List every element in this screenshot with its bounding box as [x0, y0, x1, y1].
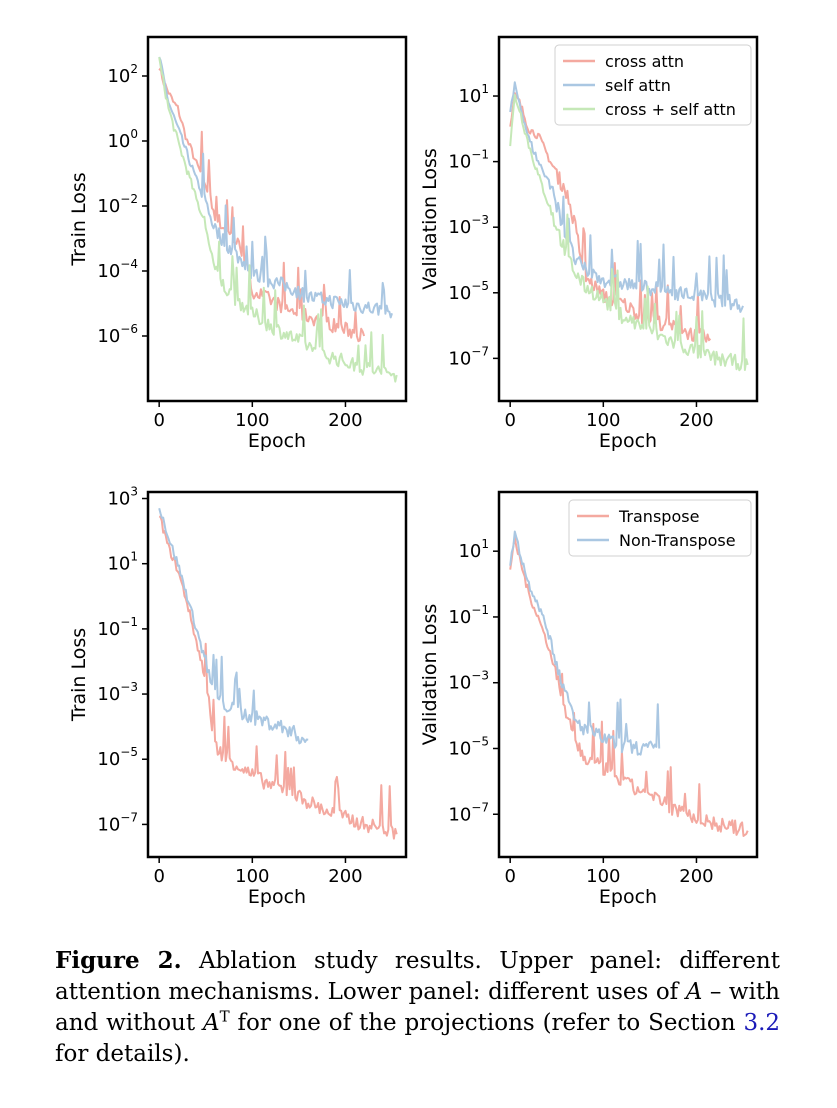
axes-frame: [146, 35, 408, 403]
x-tick-label: 200: [679, 410, 713, 431]
y-tick-label: 10−6: [97, 322, 138, 347]
x-tick-label: 200: [328, 866, 362, 887]
x-tick-label: 200: [328, 410, 362, 431]
axes-frame: [497, 490, 759, 859]
y-tick-label: 10−5: [448, 734, 489, 759]
caption-text-3: for one of the projections (refer to Sec…: [229, 1010, 744, 1036]
y-tick-label: 10−7: [448, 800, 489, 825]
y-tick-label: 10−7: [97, 810, 138, 835]
chart-panel-top-left: 0 100 200 102 100 10−2 10−4 10−6 Epoch Train Loss: [68, 35, 408, 452]
axes-frame: [497, 35, 759, 403]
y-tick-label: 10−3: [97, 680, 138, 705]
y-tick-label: 100: [107, 127, 138, 152]
y-tick-label: 102: [107, 62, 138, 87]
figure-caption: Figure 2. Ablation study results. Upper …: [55, 945, 780, 1070]
legend-entry-label: self attn: [605, 76, 671, 95]
y-tick-label: 103: [107, 485, 138, 510]
y-tick-label: 10−1: [448, 148, 489, 173]
x-tick-label: 200: [679, 866, 713, 887]
y-tick-label: 10−7: [448, 344, 489, 369]
legend-box: [568, 499, 752, 557]
series-line-bottom-left-0: [158, 515, 398, 840]
y-tick-label: 101: [458, 537, 489, 562]
y-tick-label: 101: [107, 550, 138, 575]
y-tick-label: 10−3: [448, 669, 489, 694]
x-tick-label: 100: [586, 866, 620, 887]
y-tick-label: 10−1: [97, 615, 138, 640]
series-line-top-left-1: [158, 56, 393, 319]
series-line-top-right-1: [509, 81, 744, 313]
caption-label: Figure 2.: [55, 947, 182, 974]
y-axis-label: Train Loss: [68, 172, 90, 266]
chart-panel-bottom-left: 0 100 200 103 101 10−1 10−3 10−5 10−7 Epoch Train …: [68, 485, 408, 908]
section-reference-link[interactable]: 3.2: [743, 1010, 781, 1036]
y-axis-label: Train Loss: [68, 628, 90, 722]
series-line-top-left-2: [158, 57, 398, 383]
y-tick-label: 10−5: [97, 745, 138, 770]
caption-text-4: for details).: [55, 1041, 190, 1067]
x-axis-label: Epoch: [248, 886, 306, 908]
legend-box: [554, 44, 752, 126]
legend-entry-label: Non-Transpose: [619, 531, 736, 550]
series-line-bottom-left-1: [158, 508, 309, 745]
legend-entry-label: cross attn: [605, 52, 684, 71]
y-tick-label: 101: [458, 82, 489, 107]
x-tick-label: 100: [586, 410, 620, 431]
y-tick-label: 10−1: [448, 603, 489, 628]
caption-text-2: – with and without: [55, 979, 780, 1036]
x-axis-label: Epoch: [599, 886, 657, 908]
y-tick-label: 10−4: [97, 257, 138, 282]
chart-panel-bottom-right: 0 100 200 101 10−1 10−3 10−5 10−7 Epoch Validatio…: [419, 490, 759, 908]
x-axis-label: Epoch: [599, 430, 657, 452]
x-tick-label: 100: [235, 410, 269, 431]
caption-var-at: A: [202, 1010, 220, 1036]
y-axis-label: Validation Loss: [419, 148, 441, 290]
series-line-bottom-right-0: [509, 536, 749, 837]
y-tick-label: 10−5: [448, 279, 489, 304]
caption-superscript-t: T: [219, 1007, 230, 1026]
x-tick-label: 0: [153, 866, 164, 887]
x-tick-label: 0: [153, 410, 164, 431]
x-tick-label: 0: [504, 866, 515, 887]
y-axis-label: Validation Loss: [419, 604, 441, 746]
y-tick-label: 10−3: [448, 213, 489, 238]
caption-text-1: Ablation study results. Upper panel: dif…: [55, 948, 780, 1005]
series-line-top-right-2: [509, 94, 749, 372]
ablation-figure: 0 100 200 102 100 10−2 10−4 10−6 Epoch Train Loss…: [68, 35, 759, 908]
caption-var-a: A: [685, 979, 703, 1005]
series-line-bottom-right-1: [509, 530, 661, 756]
x-tick-label: 0: [504, 410, 515, 431]
legend-entry-label: cross + self attn: [605, 100, 736, 119]
y-tick-label: 10−2: [97, 192, 138, 217]
legend-entry-label: Transpose: [618, 507, 699, 526]
chart-panel-top-right: 0 100 200 101 10−1 10−3 10−5 10−7 Epoch Validatio…: [419, 35, 759, 452]
series-line-top-left-0: [158, 67, 366, 343]
x-tick-label: 100: [235, 866, 269, 887]
axes-frame: [146, 490, 408, 859]
x-axis-label: Epoch: [248, 430, 306, 452]
